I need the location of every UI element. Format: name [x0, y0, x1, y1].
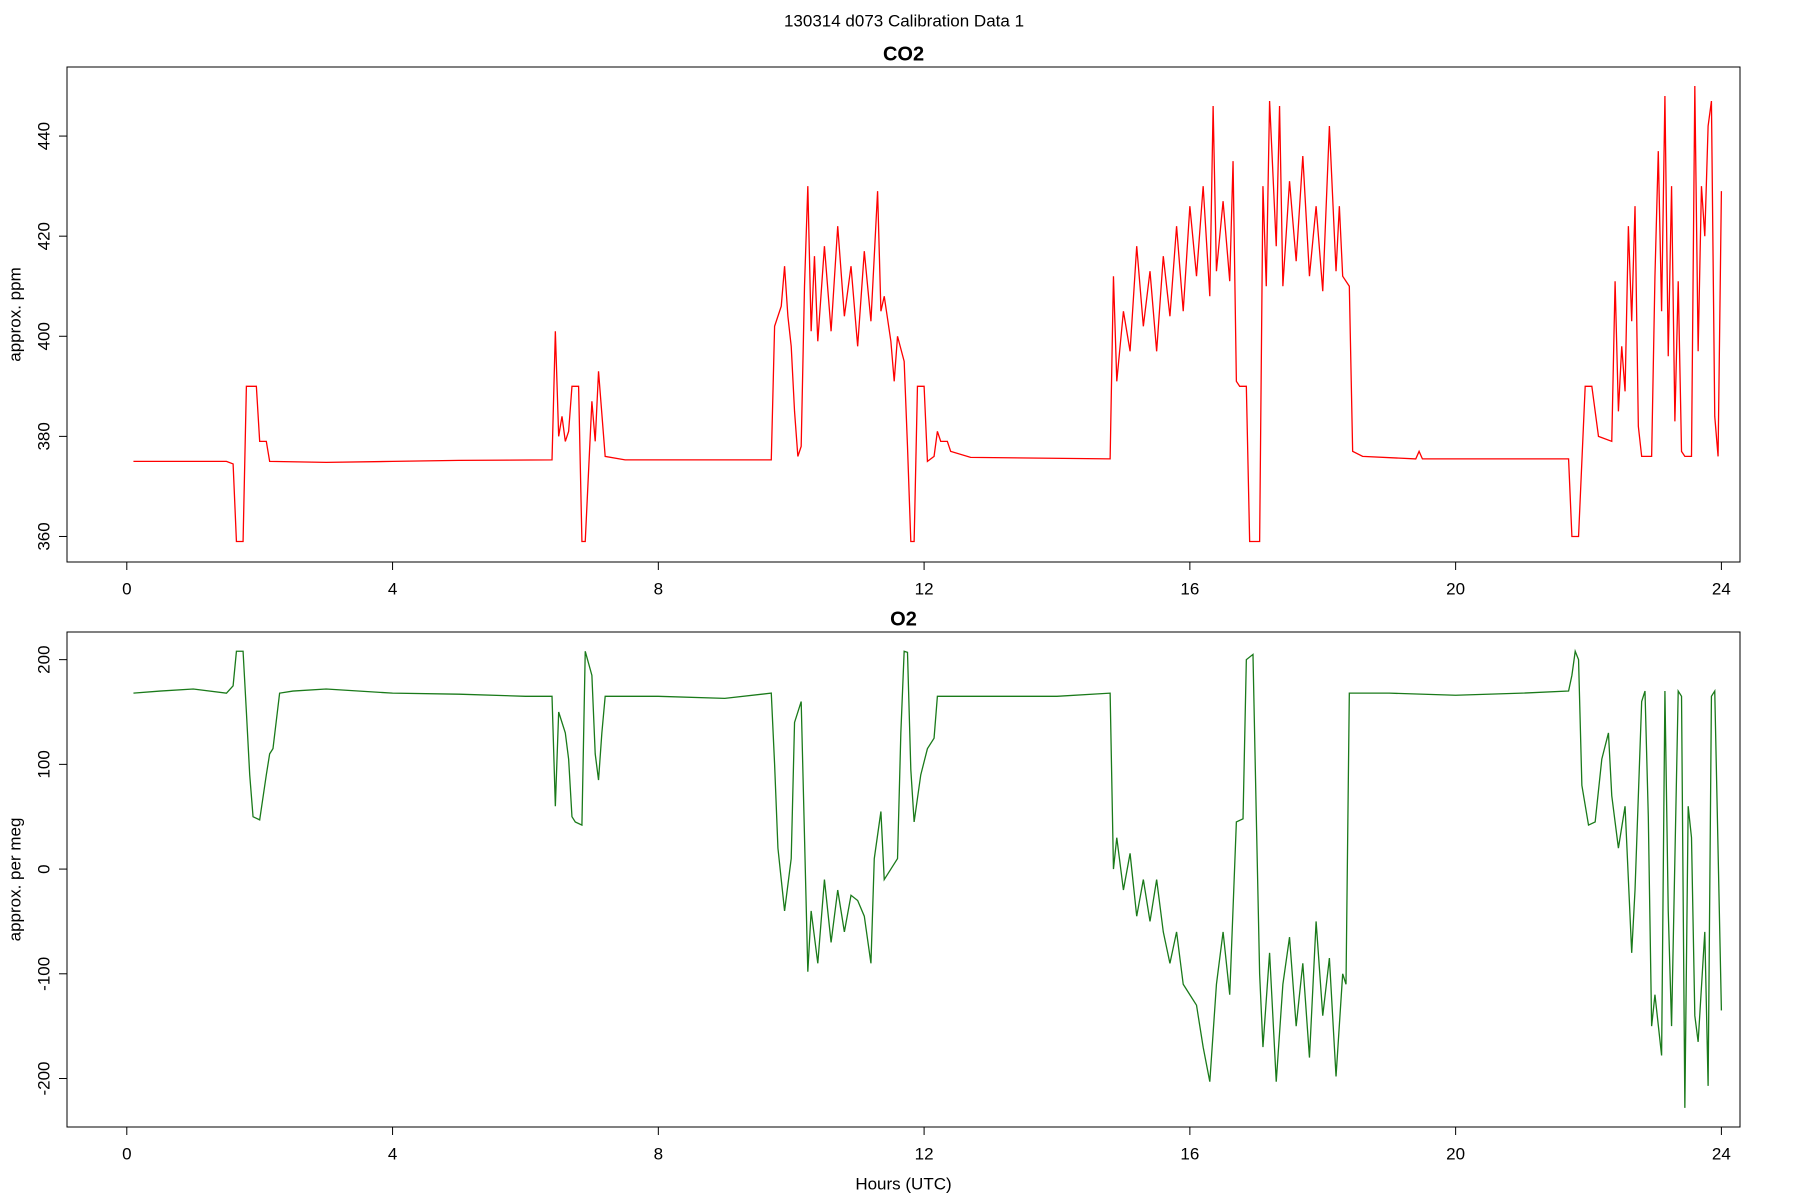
y-tick-label: 200 — [34, 645, 53, 673]
x-tick-label: 8 — [654, 1144, 663, 1163]
x-tick-label: 8 — [654, 579, 663, 598]
y-tick-label: 420 — [34, 222, 53, 250]
x-tick-label: 0 — [122, 1144, 131, 1163]
plot-frame — [66, 66, 1741, 563]
x-tick-label: 4 — [388, 579, 397, 598]
x-axis-label: Hours (UTC) — [855, 1174, 951, 1193]
chart-title: O2 — [890, 608, 917, 630]
x-tick-label: 12 — [915, 579, 934, 598]
x-tick-label: 20 — [1446, 1144, 1465, 1163]
x-tick-label: 16 — [1180, 1144, 1199, 1163]
y-tick-label: 100 — [34, 750, 53, 778]
x-tick-label: 0 — [122, 579, 131, 598]
y-tick-label: 400 — [34, 322, 53, 350]
x-tick-label: 16 — [1180, 579, 1199, 598]
plot-frame — [66, 631, 1741, 1128]
x-tick-label: 12 — [915, 1144, 934, 1163]
page-title: 130314 d073 Calibration Data 1 — [784, 11, 1024, 30]
y-tick-label: 440 — [34, 122, 53, 150]
data-line — [133, 86, 1723, 543]
x-tick-label: 4 — [388, 1144, 397, 1163]
data-line — [133, 648, 1723, 1108]
y-axis-label: approx. per meg — [5, 818, 24, 942]
y-axis-label: approx. ppm — [5, 267, 24, 362]
y-tick-label: 360 — [34, 522, 53, 550]
x-tick-label: 24 — [1712, 1144, 1731, 1163]
y-tick-label: 0 — [34, 864, 53, 873]
x-tick-label: 24 — [1712, 579, 1731, 598]
y-tick-label: 380 — [34, 422, 53, 450]
y-tick-label: -100 — [34, 957, 53, 991]
chart-title: CO2 — [883, 43, 924, 65]
x-tick-label: 20 — [1446, 579, 1465, 598]
y-tick-label: -200 — [34, 1062, 53, 1096]
